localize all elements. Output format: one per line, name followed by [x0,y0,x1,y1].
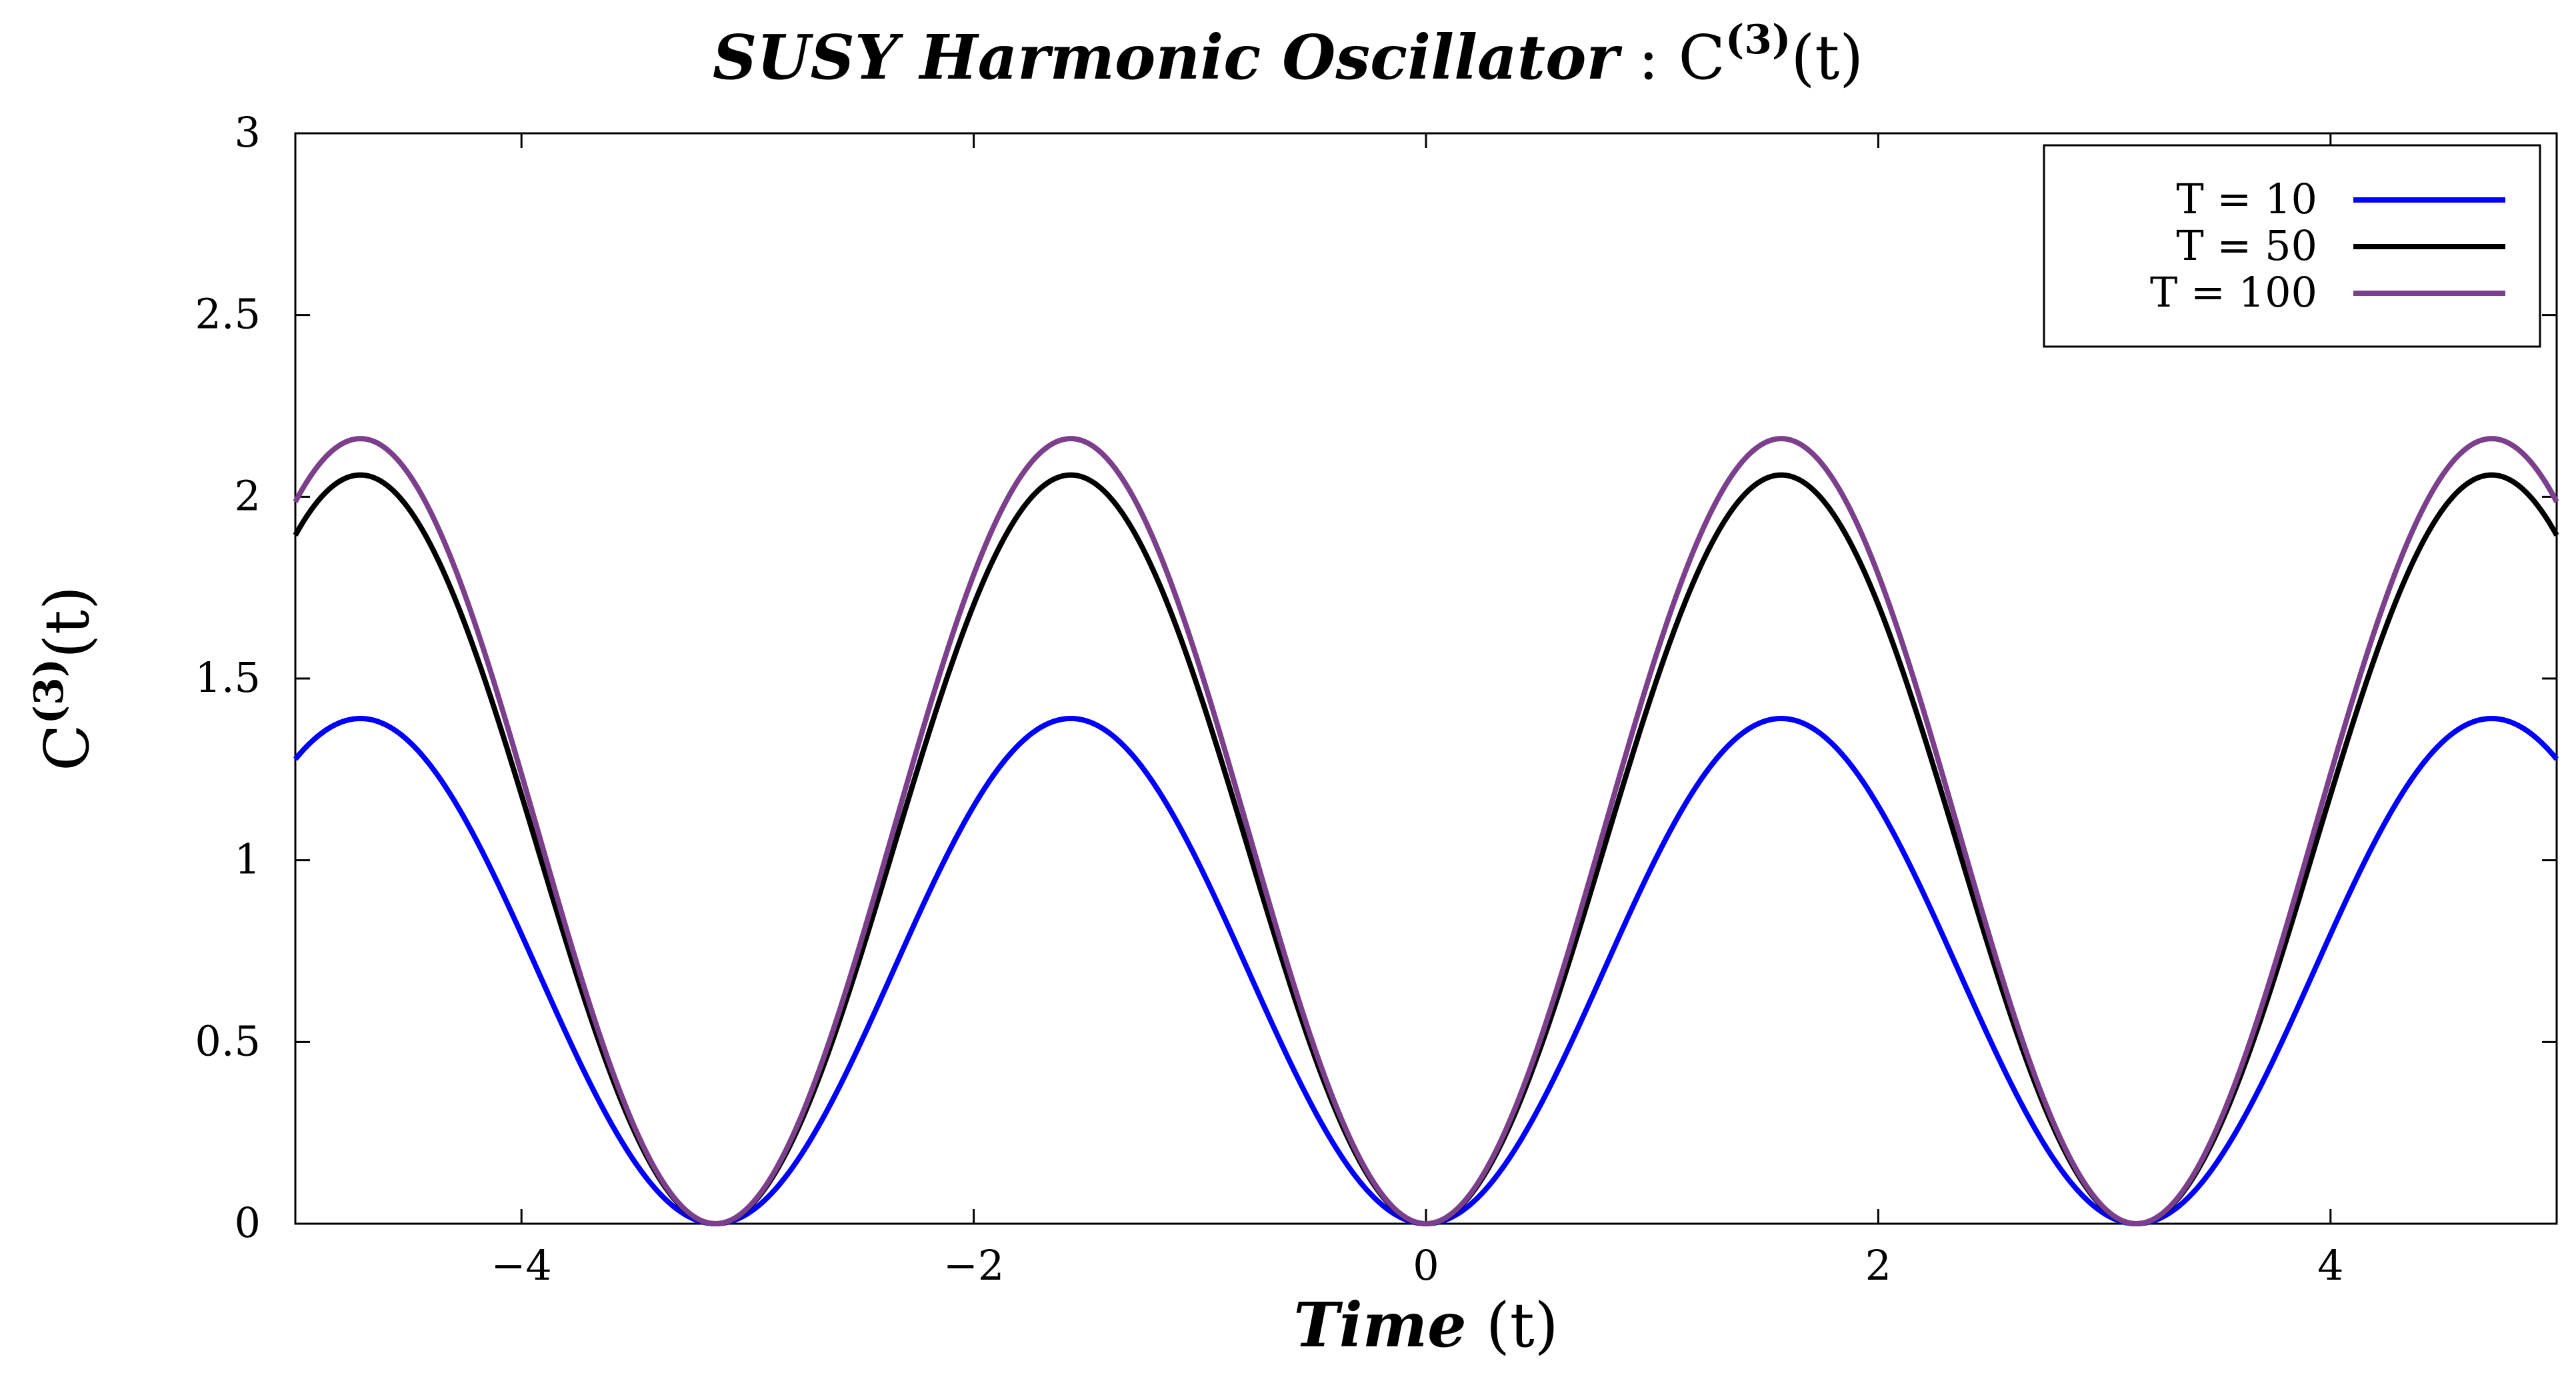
y-tick-label: 1 [235,835,261,884]
y-tick-label: 2.5 [195,290,261,339]
chart-title-separator: : [1619,22,1678,93]
y-tick-label: 3 [235,108,261,157]
legend: T = 10T = 50T = 100 [2043,144,2541,348]
x-axis-ticks: −4 −2 0 2 4 [491,133,2344,1290]
y-tick-label: 1.5 [195,653,261,702]
y-axis-ticks: 0 0.5 1 1.5 2 2.5 3 [195,108,2557,1247]
y-axis-title-arg: (t) [31,586,103,659]
series-curves [293,436,2559,1226]
legend-label: T = 100 [2150,268,2317,317]
y-axis-title-base: C [31,724,103,770]
chart-title: SUSY Harmonic Oscillator : C(3)(t) [713,17,1863,93]
chart-title-math-arg: (t) [1791,22,1863,93]
x-tick-label: 0 [1413,1241,1439,1290]
chart-title-math-base: C [1678,22,1725,93]
x-tick-label: 4 [2317,1241,2343,1290]
x-tick-label: −2 [943,1241,1004,1290]
series-line-2 [293,472,2559,1226]
chart-title-math-sup: (3) [1725,17,1791,63]
legend-label: T = 10 [2176,175,2317,223]
y-tick-label: 2 [235,471,261,520]
x-tick-label: 2 [1865,1241,1891,1290]
legend-entries: T = 10T = 50T = 100 [2150,175,2505,317]
legend-label: T = 50 [2176,221,2317,270]
series-line-3 [293,436,2559,1226]
x-tick-label: −4 [491,1241,551,1290]
y-tick-label: 0.5 [195,1016,261,1065]
y-axis-title: C(3)(t) [26,586,103,771]
y-tick-label: 0 [235,1198,261,1247]
y-axis-title-sup: (3) [26,659,73,724]
chart-title-text: SUSY Harmonic Oscillator [713,21,1623,93]
x-axis-title-italic: Time [1293,1289,1466,1361]
x-axis-title: Time (t) [1293,1289,1558,1361]
series-line-1 [293,715,2559,1226]
x-axis-title-rest: (t) [1467,1290,1559,1361]
